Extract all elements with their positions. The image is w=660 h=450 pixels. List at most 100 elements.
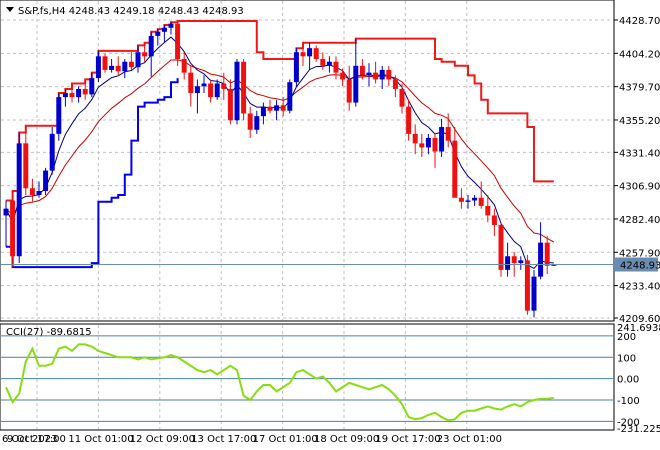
candle-body (320, 59, 326, 66)
cci-pane[interactable] (0, 323, 615, 431)
candle-body (491, 215, 497, 225)
candle-body (36, 190, 42, 196)
candle-body (333, 61, 339, 73)
candle-body (128, 61, 134, 68)
candle-body (23, 143, 29, 189)
candle-body (102, 56, 108, 70)
candle-body (109, 65, 115, 70)
fast-ma-line (5, 36, 554, 270)
current-price-label: 4248.93 (620, 261, 660, 272)
candle-body (10, 200, 16, 257)
candle-body (49, 133, 55, 171)
candle-body (425, 137, 431, 148)
candle-body (313, 48, 319, 60)
cci-tick-label: -100 (617, 396, 640, 407)
time-tick-label: 9 Oct 17:00 (7, 434, 66, 445)
candle-body (148, 35, 154, 57)
candle-body (353, 65, 359, 103)
candle-body (168, 23, 174, 28)
candle-body (287, 82, 293, 111)
price-pane[interactable] (0, 0, 615, 322)
candle-body (188, 72, 194, 94)
cci-tick-label: -200 (617, 417, 640, 428)
candle-body (538, 242, 544, 277)
price-pane-border (0, 0, 615, 322)
candle-body (366, 72, 372, 76)
candle-body (142, 52, 148, 57)
candle-body (478, 197, 484, 206)
time-tick-label: 17 Oct 01:00 (253, 434, 318, 445)
candle-body (56, 97, 62, 134)
price-tick-label: 4331.40 (619, 148, 660, 159)
candle-body (69, 93, 75, 98)
candle-body (412, 133, 418, 144)
candle-body (241, 61, 247, 114)
candle-body (498, 224, 504, 270)
candle-body (201, 83, 207, 87)
candle-body (115, 65, 121, 72)
candle-body (524, 260, 530, 311)
candle-body (208, 83, 214, 98)
candle-body (386, 69, 392, 80)
candle-body (221, 83, 227, 89)
candle-body (254, 116, 260, 130)
candle-body (3, 208, 9, 216)
candle-body (76, 88, 82, 98)
time-tick-label: 12 Oct 09:00 (130, 434, 195, 445)
candle-body (359, 65, 365, 76)
candle-body (300, 52, 306, 57)
price-tick-label: 4355.20 (619, 116, 660, 127)
candle-body (260, 106, 266, 117)
time-tick-label: 18 Oct 09:00 (314, 434, 379, 445)
candle-body (326, 61, 332, 66)
price-tick-label: 4282.40 (619, 215, 660, 226)
candle-body (181, 59, 187, 73)
candle-body (29, 188, 35, 196)
price-tick-label: 4428.70 (619, 16, 660, 27)
candle-body (465, 200, 471, 202)
candle-body (16, 143, 22, 257)
time-tick-label: 13 Oct 17:00 (191, 434, 256, 445)
cci-tick-label: 0.00 (617, 375, 639, 386)
slow-ma-line (5, 59, 555, 243)
candles-layer (3, 20, 557, 318)
candle-body (95, 56, 101, 79)
candle-body (43, 170, 49, 191)
candle-body (399, 88, 405, 107)
candle-body (89, 78, 95, 95)
time-tick-label: 19 Oct 17:00 (375, 434, 440, 445)
chart-header: S&P.fs,H4 4248.43 4249.18 4248.43 4248.9… (6, 6, 244, 17)
candle-body (307, 48, 313, 57)
candle-body (485, 205, 491, 216)
candle-body (194, 86, 200, 94)
candle-body (392, 79, 398, 89)
price-axis: 4428.70 4404.20 4379.70 4355.20 4331.40 4306.… (614, 16, 660, 325)
price-tick-label: 4233.40 (619, 282, 660, 293)
candle-body (62, 93, 68, 98)
price-tick-label: 4404.20 (619, 49, 660, 60)
candle-body (419, 143, 425, 148)
candle-body (293, 52, 299, 83)
price-tick-label: 4257.90 (619, 248, 660, 259)
price-tick-label: 4306.90 (619, 182, 660, 193)
cci-pane-border (0, 323, 615, 431)
candle-body (274, 105, 280, 111)
candle-body (135, 52, 141, 68)
candle-body (122, 61, 128, 72)
price-tick-label: 4379.70 (619, 83, 660, 94)
candle-body (82, 88, 88, 95)
candle-body (511, 256, 517, 264)
cci-tick-label: -231.225 (617, 424, 660, 435)
time-tick-label: 11 Oct 01:00 (68, 434, 133, 445)
cci-levels (1, 335, 613, 422)
candle-body (544, 242, 550, 266)
dropdown-triangle-icon[interactable] (6, 7, 14, 12)
candle-body (439, 127, 445, 152)
price-grid (1, 1, 613, 320)
candle-body (267, 106, 273, 111)
candle-body (234, 61, 240, 121)
time-tick-label: 23 Oct 01:00 (437, 434, 502, 445)
